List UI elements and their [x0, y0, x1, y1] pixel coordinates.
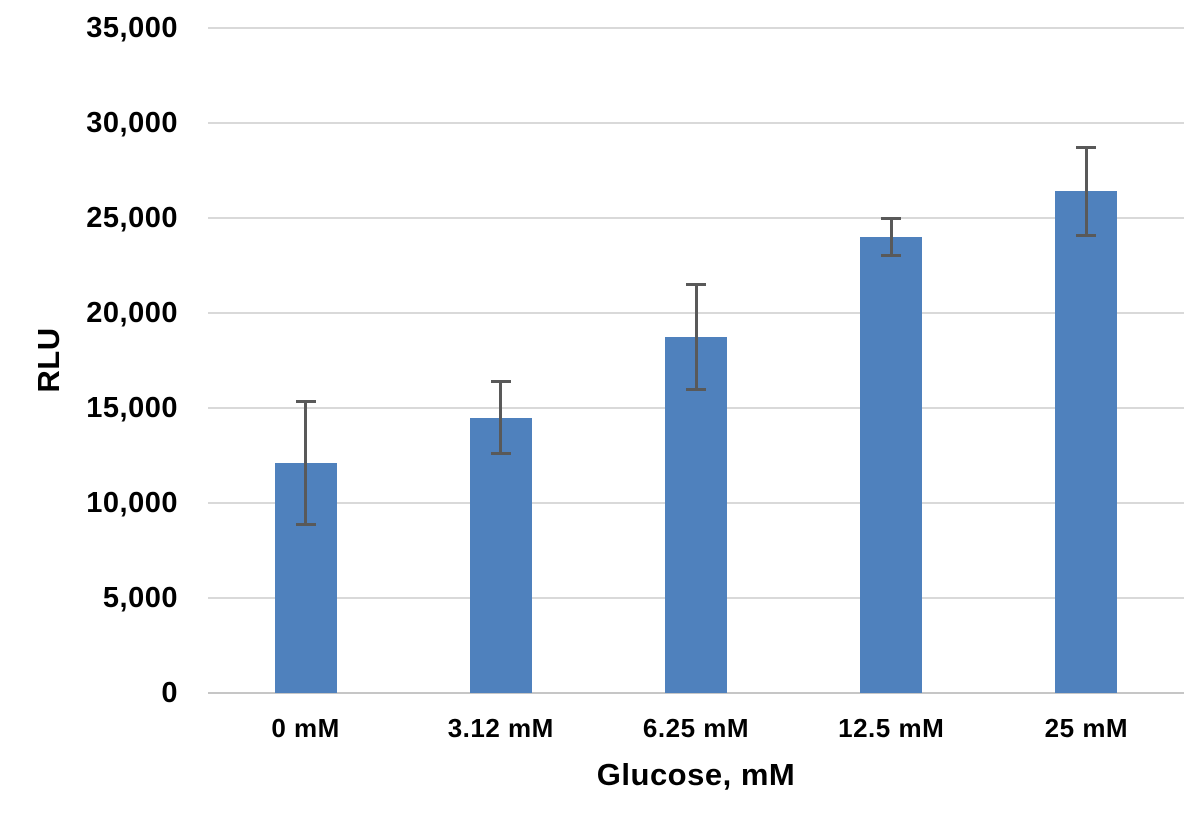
x-tick-label: 25 mM	[1044, 713, 1129, 743]
x-axis-line	[208, 692, 1184, 694]
y-axis-title: RLU	[31, 327, 66, 393]
error-bar-top-cap	[686, 282, 706, 286]
x-tick-label: 6.25 mM	[642, 713, 750, 743]
y-tick-label: 35,000	[86, 12, 178, 44]
y-tick-label: 30,000	[86, 107, 178, 139]
error-bar	[499, 381, 503, 454]
y-tick-label: 0	[161, 677, 178, 709]
x-tick-label: 3.12 mM	[447, 713, 554, 743]
gridline	[208, 122, 1184, 124]
y-tick-label: 15,000	[86, 392, 178, 424]
bar	[469, 417, 532, 693]
y-tick-label: 5,000	[102, 582, 178, 614]
gridline	[208, 217, 1184, 219]
x-tick-label: 0 mM	[271, 713, 340, 743]
error-bar-bottom-cap	[686, 387, 706, 391]
bar	[1055, 191, 1118, 693]
x-axis-title: Glucose, mM	[596, 757, 796, 792]
error-bar-bottom-cap	[1076, 234, 1097, 238]
error-bar	[304, 401, 308, 525]
error-bar-bottom-cap	[295, 522, 316, 526]
error-bar-bottom-cap	[490, 451, 511, 455]
bar	[860, 237, 923, 693]
error-bar-top-cap	[295, 400, 316, 404]
error-bar-top-cap	[881, 217, 902, 220]
error-bar	[694, 283, 698, 390]
bar	[665, 336, 727, 693]
y-tick-label: 20,000	[86, 297, 178, 329]
gridline	[208, 27, 1184, 29]
error-bar	[889, 218, 893, 256]
x-tick-label: 12.5 mM	[838, 713, 945, 743]
error-bar	[1084, 146, 1088, 237]
y-tick-label: 25,000	[86, 202, 178, 234]
error-bar-top-cap	[490, 380, 511, 384]
y-tick-label: 10,000	[86, 487, 178, 519]
error-bar-top-cap	[1076, 145, 1097, 149]
error-bar-bottom-cap	[881, 254, 902, 257]
